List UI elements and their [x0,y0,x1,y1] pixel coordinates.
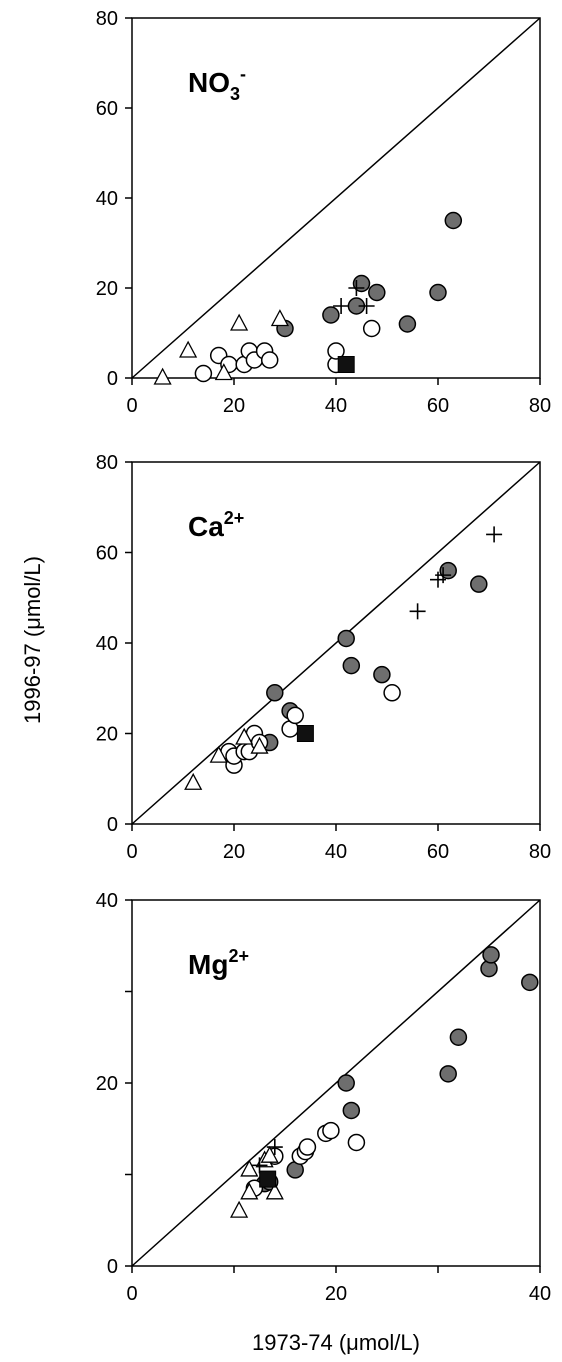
y-tick-label: 80 [96,452,118,474]
data-point-triangle [235,727,254,745]
data-point-triangle [250,736,269,754]
data-point-triangle [184,772,203,790]
y-tick-label: 20 [96,724,118,746]
data-point-filled-circle [470,575,488,593]
data-point-plus [486,526,503,543]
y-tick-label: 40 [96,890,118,912]
x-tick-label: 0 [126,395,137,417]
x-tick-label: 60 [427,841,449,863]
y-tick-label: 0 [107,814,118,836]
x-tick-label: 40 [529,1283,551,1305]
data-point-filled-circle [337,629,355,648]
x-tick-label: 40 [325,841,347,863]
data-point-plus [348,280,365,296]
data-point-triangle [179,340,198,358]
data-point-triangle [260,1145,279,1163]
x-tick-label: 0 [126,1283,137,1305]
data-point-open-circle [286,706,304,725]
data-point-open-circle [327,342,345,360]
data-point-filled-circle [322,306,340,324]
x-tick-label: 20 [223,395,245,417]
data-point-filled-circle [439,1065,457,1083]
data-point-open-circle [322,1121,340,1140]
x-tick-label: 20 [223,841,245,863]
data-point-filled-circle [368,283,386,302]
data-point-filled-circle [337,1074,355,1092]
x-tick-label: 40 [325,395,347,417]
chart-panel-1: 0 20 40 60 80 0 20 40 60 80 NO3- [96,8,551,417]
data-point-filled-circle [449,1028,468,1046]
data-point-open-circle [347,1133,366,1152]
data-point-open-circle [194,364,213,383]
data-point-open-circle [362,319,381,338]
data-point-plus [435,567,452,584]
x-axis-title: 1973-74 (μmol/L) [252,1330,420,1355]
panel-label: NO3- [188,64,246,104]
data-point-filled-circle [266,684,284,702]
panel-label: Ca2+ [188,508,244,542]
chart-panel-2: 0 20 40 60 80 0 20 40 60 80 Ca2+ [96,452,551,863]
data-point-filled-circle [444,211,463,230]
data-point-filled-circle [398,315,417,333]
x-tick-label: 60 [427,395,449,417]
y-tick-label: 60 [96,543,118,565]
y-tick-label: 0 [107,1256,118,1278]
one-to-one-line [131,461,541,825]
y-axis-title: 1996-97 (μmol/L) [20,556,45,724]
data-point-triangle [230,1200,249,1218]
data-point-filled-square [259,1170,277,1188]
data-point-filled-circle [342,656,361,675]
data-point-open-circle [260,351,279,369]
data-point-triangle [240,1159,259,1177]
y-tick-label: 80 [96,8,118,30]
data-point-triangle [214,363,233,381]
one-to-one-line [131,17,541,379]
y-tick-label: 60 [96,98,118,120]
data-point-plus [266,1139,283,1156]
one-to-one-line [131,899,541,1267]
data-point-filled-circle [521,973,539,992]
data-point-triangle [240,1182,259,1200]
data-point-filled-circle [429,283,447,302]
data-point-filled-circle [482,946,500,964]
data-point-plus [333,298,350,314]
data-point-open-circle [298,1138,317,1156]
y-tick-label: 40 [96,188,118,210]
chart-panel-3: 0 20 40 0 20 40 Mg2+ [96,890,551,1305]
y-tick-label: 40 [96,633,118,655]
data-point-filled-square [296,725,314,742]
data-point-triangle [270,309,289,327]
x-tick-label: 20 [325,1283,347,1305]
data-point-filled-circle [373,665,391,684]
panel-label: Mg2+ [188,946,249,980]
data-point-plus [409,603,426,620]
data-point-plus [358,298,375,314]
data-point-triangle [153,367,172,385]
data-point-triangle [230,313,249,331]
x-tick-label: 80 [529,395,551,417]
data-point-filled-circle [342,1101,361,1120]
data-point-triangle [209,745,228,763]
x-tick-label: 0 [126,841,137,863]
y-tick-label: 20 [96,278,118,300]
y-tick-label: 20 [96,1073,118,1095]
x-tick-label: 80 [529,841,551,863]
data-point-triangle [265,1182,284,1200]
y-tick-label: 0 [107,368,118,390]
data-point-filled-square [337,356,355,373]
data-point-open-circle [383,684,401,702]
